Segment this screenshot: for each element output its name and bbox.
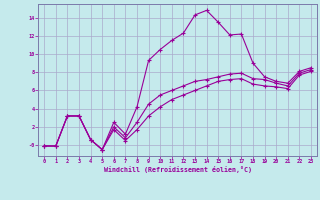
X-axis label: Windchill (Refroidissement éolien,°C): Windchill (Refroidissement éolien,°C) bbox=[104, 166, 252, 173]
